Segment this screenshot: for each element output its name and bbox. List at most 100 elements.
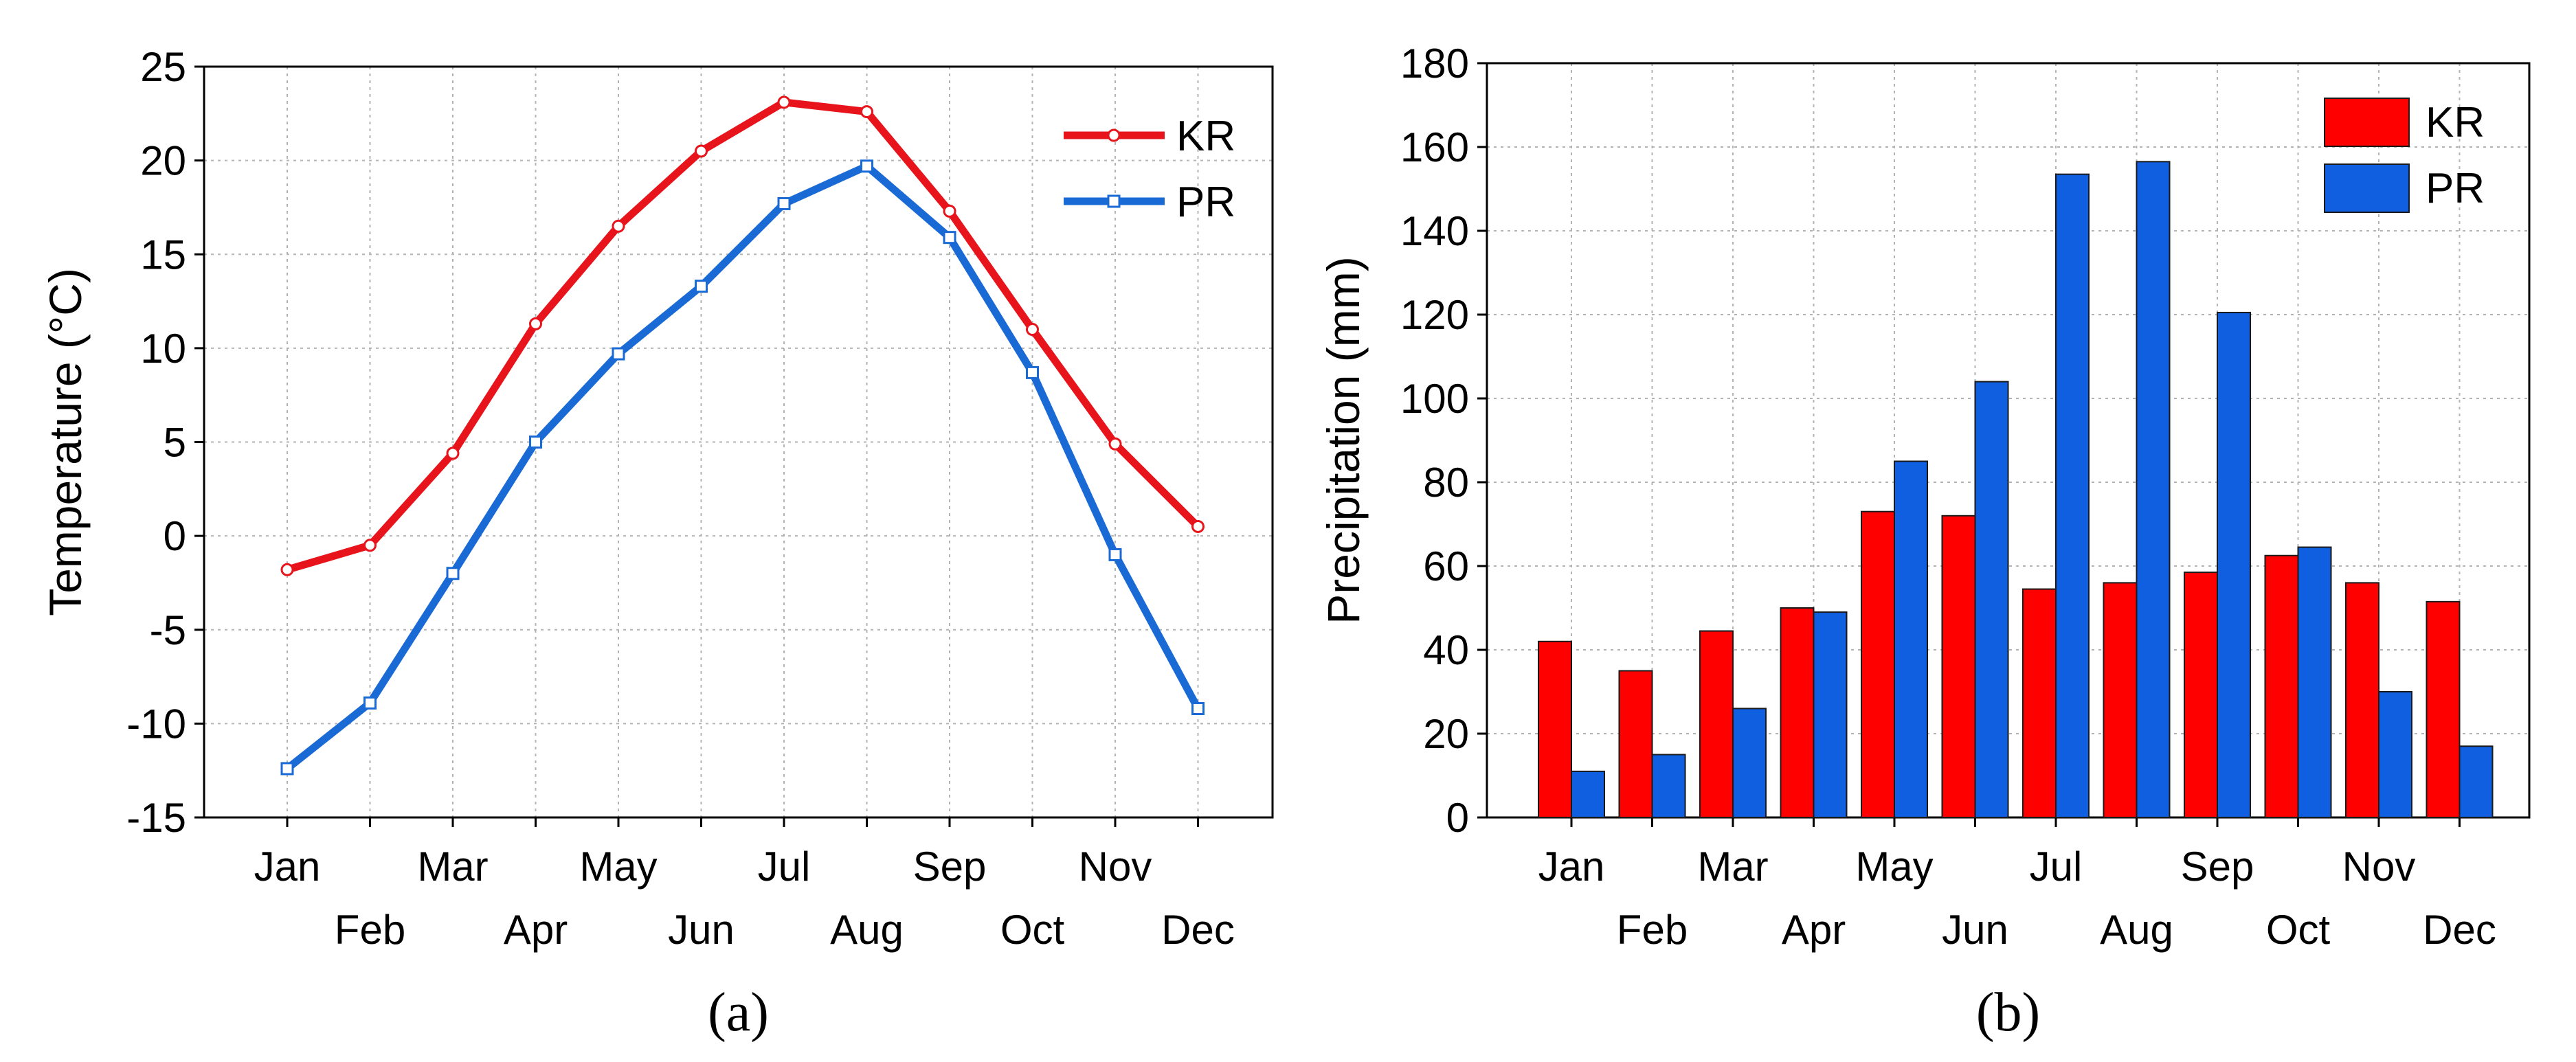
panel-b-precipitation-chart: 020406080100120140160180JanFebMarAprMayJ… <box>1318 41 2531 1043</box>
bar-pr <box>1974 381 2009 818</box>
data-point-kr <box>529 317 542 330</box>
data-point-kr <box>612 219 625 233</box>
x-tick-label: May <box>1855 844 1933 890</box>
x-tick-label: Jul <box>758 844 811 890</box>
series-line-pr <box>283 162 1202 773</box>
legend-marker <box>1107 194 1121 208</box>
data-point-kr <box>1026 323 1039 337</box>
x-tick-label: Sep <box>2181 844 2254 890</box>
data-point-pr <box>1026 365 1039 379</box>
plot-frame <box>203 65 1274 819</box>
bar-pr <box>2378 691 2412 818</box>
y-tick-label: -5 <box>150 607 186 653</box>
bar-kr <box>2426 600 2461 818</box>
x-tick-label: Oct <box>1000 907 1065 953</box>
data-point-kr <box>446 447 460 460</box>
x-tick-label: Oct <box>2266 907 2331 953</box>
y-axis-title: Temperature (°C) <box>40 268 91 616</box>
x-tick-label: Mar <box>1697 844 1768 890</box>
legend-label-pr: PR <box>1176 179 1235 226</box>
legend: KR PR <box>1064 113 1235 226</box>
data-point-kr <box>860 105 873 119</box>
x-tick-label: Feb <box>335 907 405 953</box>
y-tick-label: 20 <box>1423 711 1469 757</box>
legend-label-kr: KR <box>1176 113 1235 160</box>
data-point-kr <box>280 563 294 576</box>
y-tick-label: 25 <box>140 44 186 90</box>
bar-pr <box>1571 770 1605 819</box>
x-tick-label: Jul <box>2030 844 2083 890</box>
legend-label-pr: PR <box>2426 165 2485 212</box>
y-tick-label: 100 <box>1400 376 1469 422</box>
x-tick-label: Aug <box>830 907 904 953</box>
legend-swatch-kr <box>2324 98 2410 147</box>
bar-kr <box>2103 582 2138 819</box>
bar-kr <box>2022 588 2057 818</box>
data-point-kr <box>363 539 377 552</box>
data-point-pr <box>777 196 791 210</box>
x-tick-label: Nov <box>1079 844 1152 890</box>
y-tick-label: 180 <box>1400 41 1469 87</box>
data-point-pr <box>529 436 542 449</box>
data-point-pr <box>860 159 873 173</box>
x-tick-label: Sep <box>913 844 987 890</box>
y-tick-label: 0 <box>164 513 186 559</box>
y-tick-label: 0 <box>1446 795 1469 841</box>
bar-pr <box>2459 745 2494 819</box>
bar-kr <box>1699 630 1734 818</box>
legend: KR PR <box>2324 98 2485 213</box>
y-tick-label: 120 <box>1400 292 1469 338</box>
x-tick-label: Jan <box>1538 844 1605 890</box>
data-point-kr <box>943 204 956 218</box>
legend-label-kr: KR <box>2426 99 2485 146</box>
x-tick-label: Nov <box>2342 844 2416 890</box>
bar-kr <box>1618 670 1653 818</box>
y-tick-label: 140 <box>1400 208 1469 254</box>
bar-pr <box>2217 311 2251 818</box>
x-tick-label: Aug <box>2100 907 2173 953</box>
data-point-pr <box>1191 702 1205 716</box>
x-tick-label: Jun <box>1942 907 2008 953</box>
bar-kr <box>2345 582 2379 819</box>
y-tick-label: 15 <box>140 231 186 278</box>
bar-kr <box>1780 607 1815 818</box>
panel-label: (b) <box>1976 982 2040 1043</box>
x-tick-label: Dec <box>2423 907 2496 953</box>
bar-kr <box>1861 510 1895 818</box>
bar-kr <box>2184 572 2218 819</box>
y-tick-label: 80 <box>1423 460 1469 506</box>
data-point-pr <box>1108 547 1122 561</box>
bar-kr <box>2264 554 2299 818</box>
series-line-kr <box>283 98 1202 574</box>
y-tick-label: 10 <box>140 326 186 372</box>
y-tick-label: 160 <box>1400 124 1469 170</box>
bar-pr <box>1732 708 1767 819</box>
legend-swatch-pr <box>2324 163 2410 213</box>
x-tick-label: Jan <box>254 844 321 890</box>
data-point-pr <box>695 280 708 293</box>
x-tick-label: May <box>579 844 657 890</box>
bar-pr <box>2136 161 2171 819</box>
y-tick-label: 40 <box>1423 627 1469 673</box>
panel-label: (a) <box>708 982 769 1043</box>
data-point-kr <box>1191 519 1205 533</box>
bar-pr <box>2055 173 2090 818</box>
x-tick-label: Mar <box>417 844 488 890</box>
data-point-pr <box>446 567 460 580</box>
data-point-pr <box>280 762 294 776</box>
y-tick-label: -10 <box>126 701 186 747</box>
data-point-pr <box>612 347 625 361</box>
x-tick-label: Feb <box>1617 907 1688 953</box>
y-tick-label: -15 <box>126 795 186 841</box>
data-point-kr <box>695 144 708 158</box>
data-point-kr <box>777 95 791 109</box>
y-axis-title: Precipitation (mm) <box>1318 256 1369 624</box>
data-point-pr <box>943 231 956 245</box>
bar-pr <box>2297 546 2332 818</box>
x-tick-label: Apr <box>1782 907 1846 953</box>
data-point-kr <box>1108 437 1122 451</box>
x-tick-label: Jun <box>668 907 735 953</box>
x-tick-label: Apr <box>504 907 568 953</box>
